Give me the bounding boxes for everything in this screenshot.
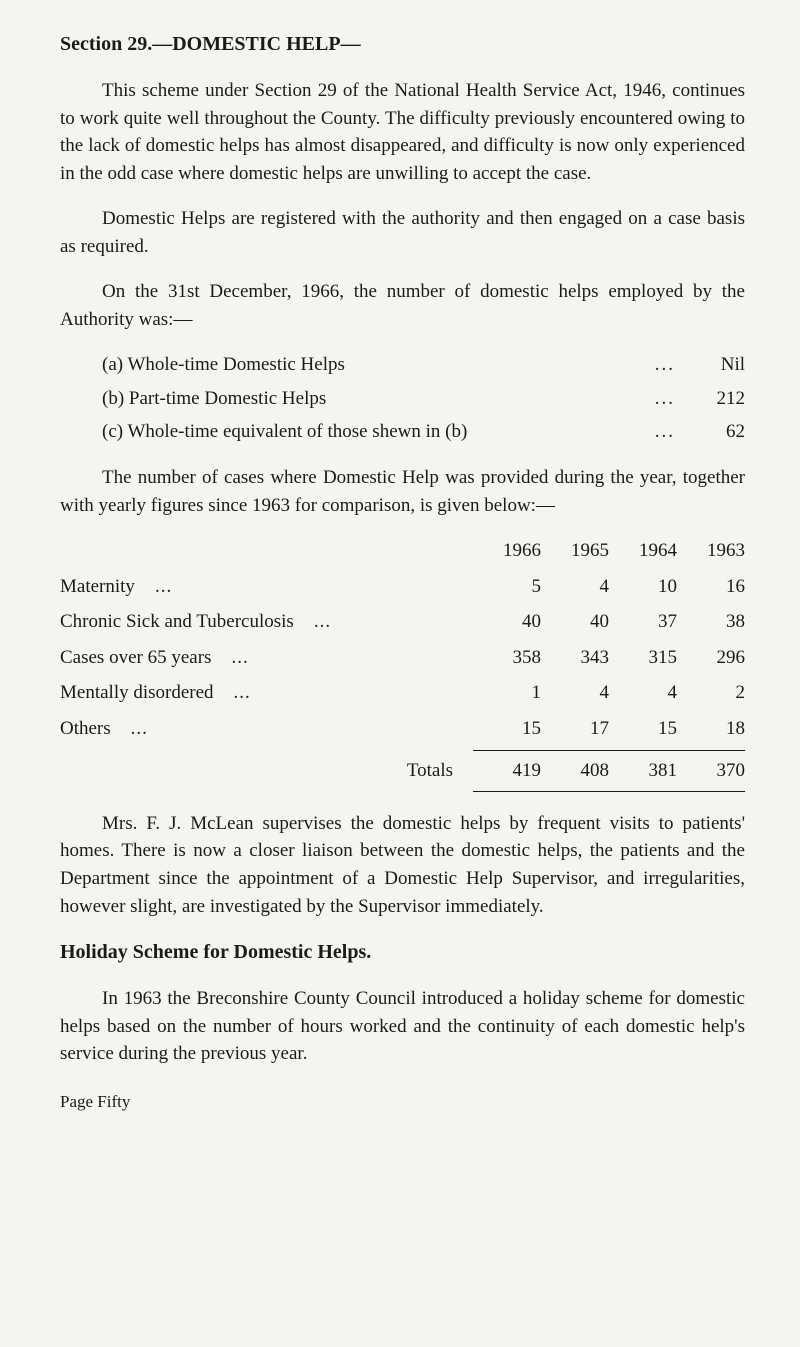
totals-row: Totals 419 408 381 370 (60, 757, 745, 785)
ellipsis: ... (131, 718, 148, 739)
paragraph-3: On the 31st December, 1966, the number o… (60, 278, 745, 333)
paragraph-5: Mrs. F. J. McLean supervises the domesti… (60, 810, 745, 920)
year-header: 1964 (609, 537, 677, 565)
list-value: 62 (695, 418, 745, 446)
list-value: Nil (695, 351, 745, 379)
row-label-text: Mentally disordered (60, 682, 214, 703)
totals-label: Totals (60, 757, 473, 785)
list-label: (c) Whole-time equivalent of those shewn… (102, 418, 655, 446)
row-label: Cases over 65 years... (60, 644, 473, 672)
list-label: (a) Whole-time Domestic Helps (102, 351, 655, 379)
list-value: 212 (695, 385, 745, 413)
cell: 40 (473, 608, 541, 636)
table-row: Chronic Sick and Tuberculosis... 40 40 3… (60, 608, 745, 636)
row-label: Maternity... (60, 573, 473, 601)
cell: 343 (541, 644, 609, 672)
table-row: Cases over 65 years... 358 343 315 296 (60, 644, 745, 672)
table-row: Mentally disordered... 1 4 4 2 (60, 679, 745, 707)
cell: 16 (677, 573, 745, 601)
ellipsis: ... (655, 418, 675, 446)
cell: 18 (677, 715, 745, 743)
cell: 4 (541, 573, 609, 601)
total-cell: 370 (677, 757, 745, 785)
total-cell: 381 (609, 757, 677, 785)
ellipsis: ... (234, 682, 251, 703)
cell: 358 (473, 644, 541, 672)
table-row: Maternity... 5 4 10 16 (60, 573, 745, 601)
ellipsis: ... (231, 647, 248, 668)
cell: 37 (609, 608, 677, 636)
cell: 15 (473, 715, 541, 743)
ellipsis: ... (314, 611, 331, 632)
table-row: Others... 15 17 15 18 (60, 715, 745, 743)
row-label-text: Others (60, 718, 111, 739)
paragraph-4: The number of cases where Domestic Help … (60, 464, 745, 519)
cell: 15 (609, 715, 677, 743)
ellipsis: ... (155, 576, 172, 597)
page-number: Page Fifty (60, 1090, 745, 1115)
list-label: (b) Part-time Domestic Helps (102, 385, 655, 413)
divider (60, 750, 745, 751)
row-label-text: Chronic Sick and Tuberculosis (60, 611, 294, 632)
cell: 4 (609, 679, 677, 707)
divider (60, 791, 745, 792)
paragraph-2: Domestic Helps are registered with the a… (60, 205, 745, 260)
cell: 296 (677, 644, 745, 672)
ellipsis: ... (655, 385, 675, 413)
cell: 40 (541, 608, 609, 636)
ellipsis: ... (655, 351, 675, 379)
row-label: Chronic Sick and Tuberculosis... (60, 608, 473, 636)
cell: 38 (677, 608, 745, 636)
total-cell: 408 (541, 757, 609, 785)
cell: 5 (473, 573, 541, 601)
cell: 10 (609, 573, 677, 601)
total-cell: 419 (473, 757, 541, 785)
row-label: Others... (60, 715, 473, 743)
paragraph-6: In 1963 the Breconshire County Council i… (60, 985, 745, 1068)
year-header: 1963 (677, 537, 745, 565)
section-title: Section 29.—DOMESTIC HELP— (60, 30, 745, 59)
paragraph-1: This scheme under Section 29 of the Nati… (60, 77, 745, 187)
cell: 1 (473, 679, 541, 707)
row-label-text: Maternity (60, 576, 135, 597)
cell: 4 (541, 679, 609, 707)
cell: 315 (609, 644, 677, 672)
list-item-a: (a) Whole-time Domestic Helps ... Nil (60, 351, 745, 379)
year-header: 1966 (473, 537, 541, 565)
row-label-text: Cases over 65 years (60, 647, 211, 668)
list-item-c: (c) Whole-time equivalent of those shewn… (60, 418, 745, 446)
subheading-holiday: Holiday Scheme for Domestic Helps. (60, 938, 745, 967)
table-header-row: 1966 1965 1964 1963 (60, 537, 745, 565)
row-label: Mentally disordered... (60, 679, 473, 707)
cell: 2 (677, 679, 745, 707)
cell: 17 (541, 715, 609, 743)
year-header: 1965 (541, 537, 609, 565)
employment-list: (a) Whole-time Domestic Helps ... Nil (b… (60, 351, 745, 446)
cases-table: 1966 1965 1964 1963 Maternity... 5 4 10 … (60, 537, 745, 792)
list-item-b: (b) Part-time Domestic Helps ... 212 (60, 385, 745, 413)
